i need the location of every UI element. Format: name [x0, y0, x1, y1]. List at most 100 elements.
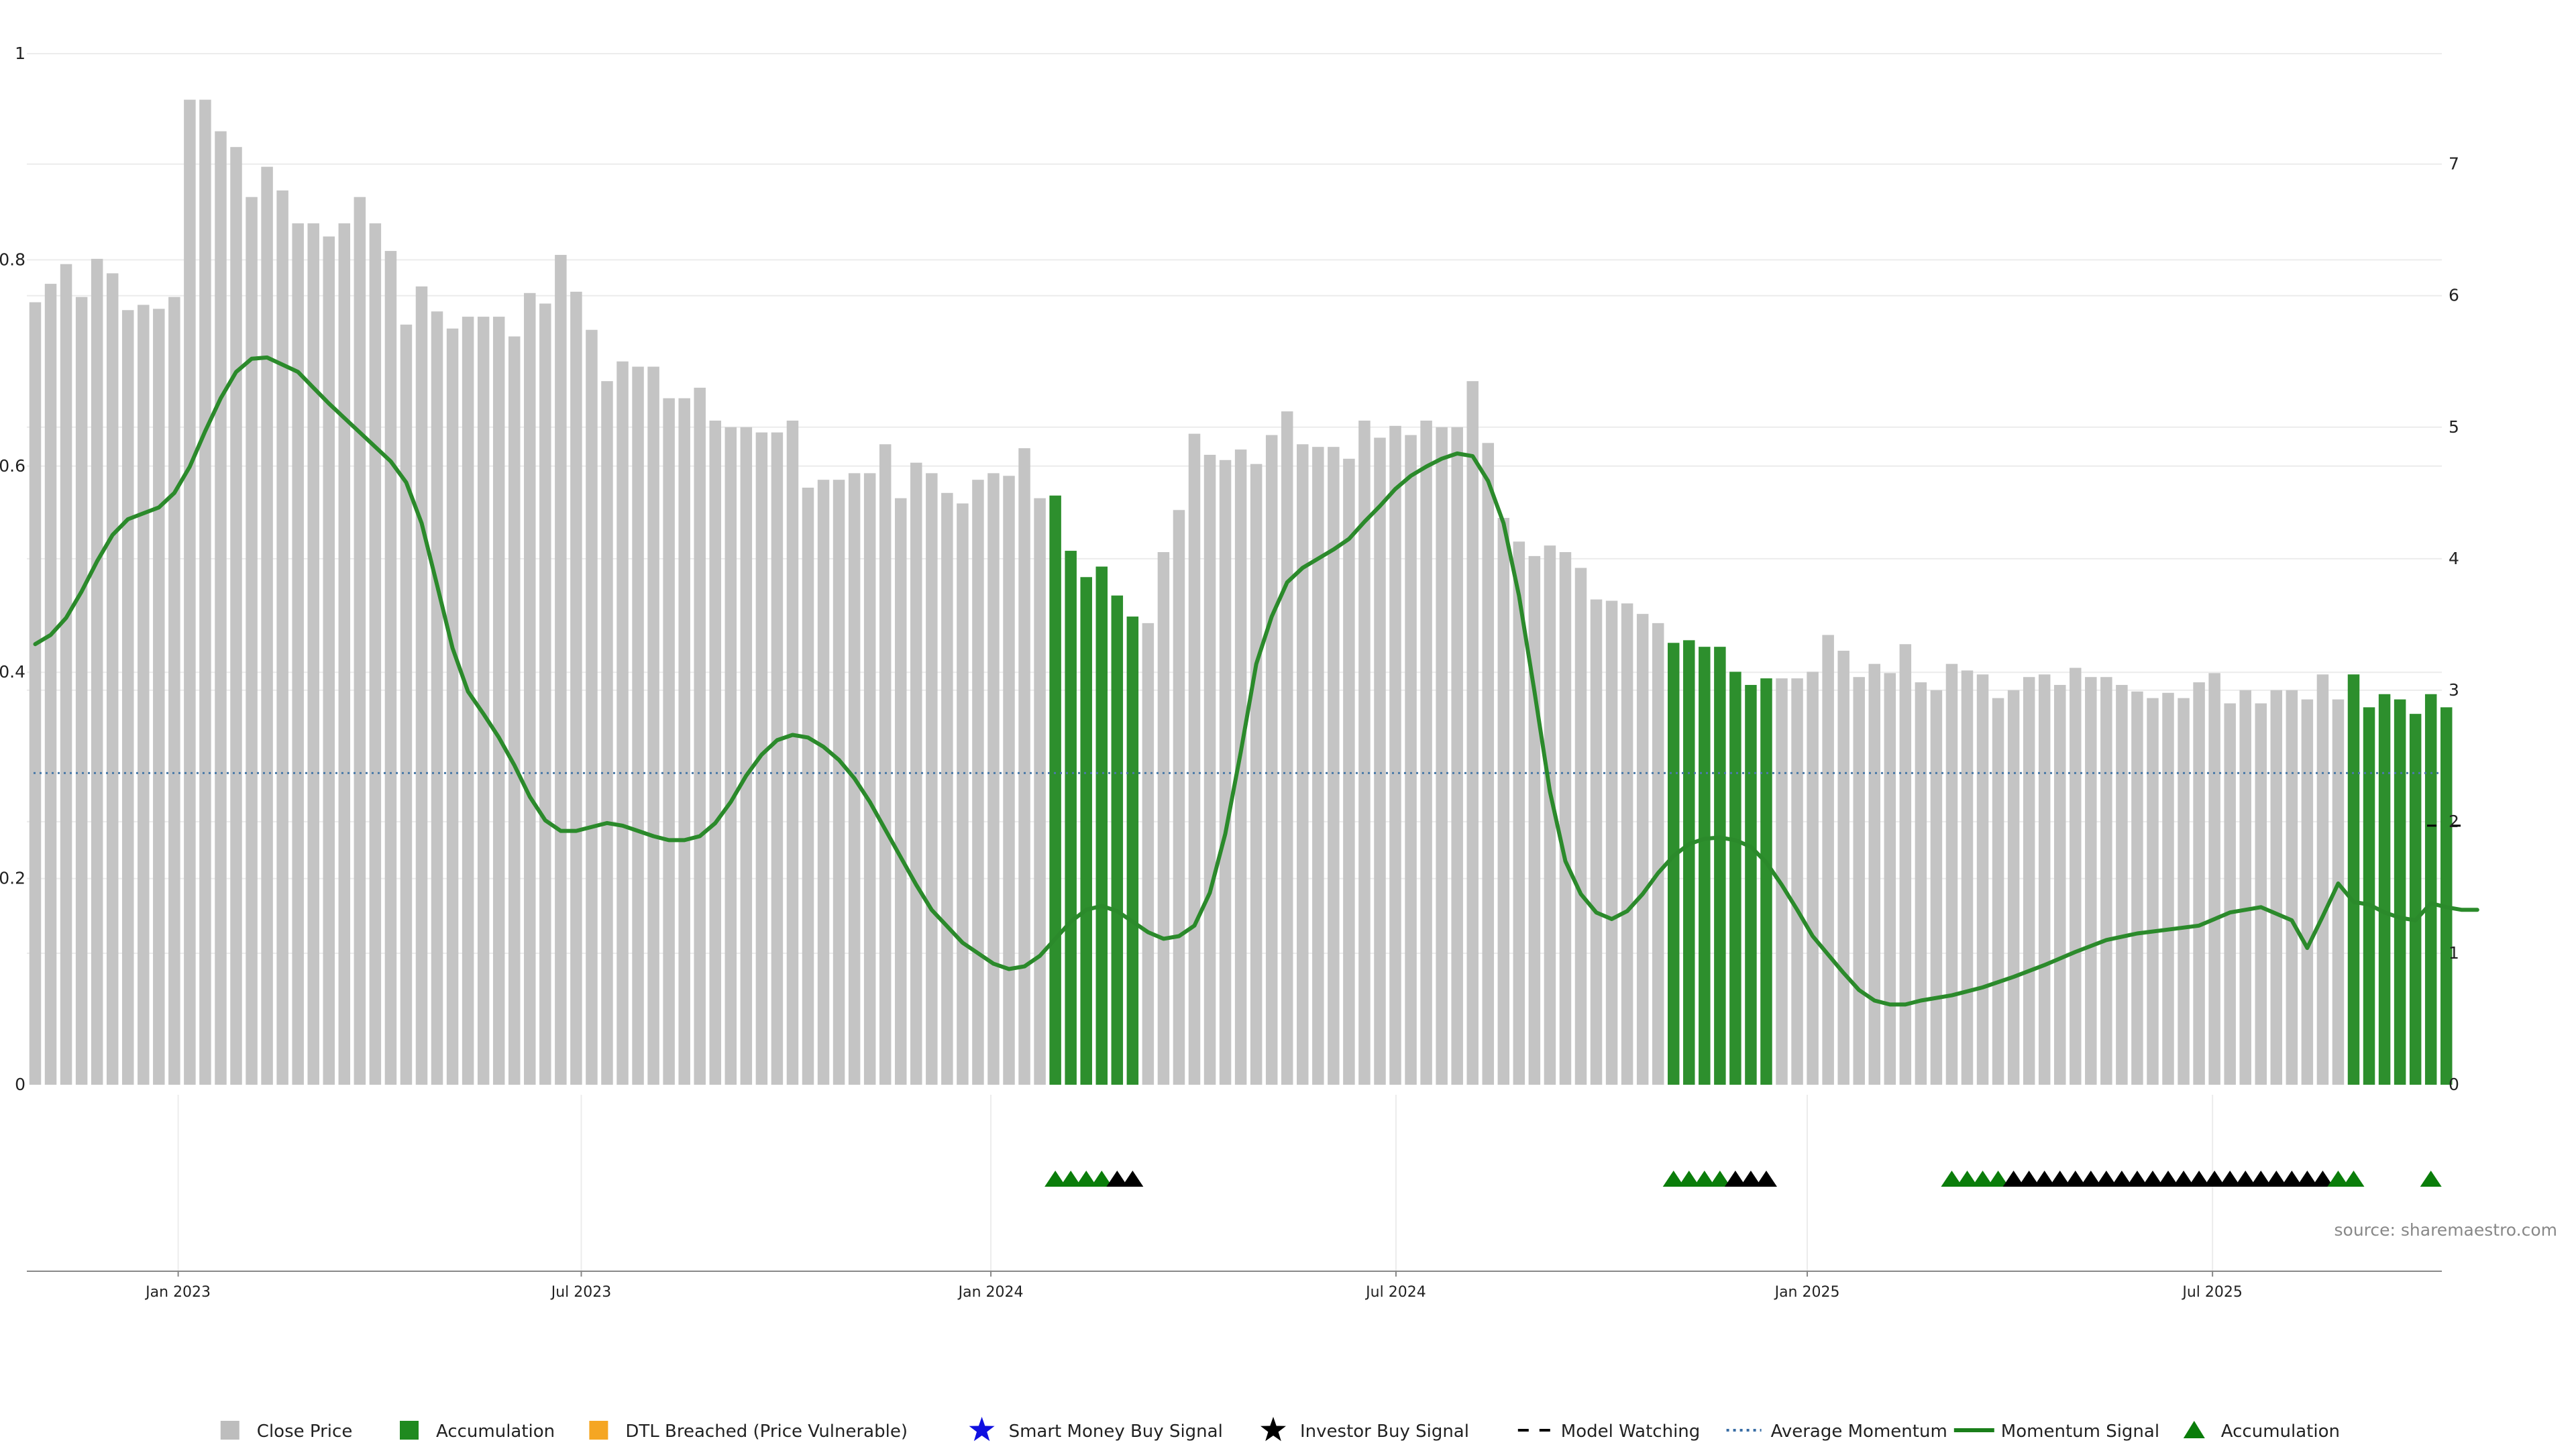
close-price-bar: [863, 473, 876, 1085]
close-price-bar: [972, 480, 984, 1085]
close-price-bar: [1822, 635, 1834, 1085]
close-price-bar: [369, 223, 382, 1085]
investor-buy-marker: [2002, 1171, 2025, 1187]
close-price-bar: [307, 223, 319, 1085]
close-price-bar: [1203, 454, 1216, 1085]
close-price-bar: [1142, 623, 1155, 1085]
close-price-bar: [1791, 678, 1803, 1085]
accumulation-marker: [1972, 1171, 1994, 1187]
legend-item-close_price: Close Price: [220, 1421, 352, 1442]
accumulation-marker: [1060, 1171, 1082, 1187]
accumulation-bar: [1111, 595, 1124, 1085]
close-price-bar: [60, 264, 72, 1085]
close-price-bar: [1945, 663, 1958, 1085]
close-price-bar: [1405, 435, 1417, 1085]
y-left-tick-label: 0.4: [0, 662, 25, 682]
close-price-bar: [2147, 698, 2159, 1085]
close-price-bar: [2332, 699, 2345, 1085]
close-price-bar: [215, 131, 227, 1085]
close-price-bar: [1358, 420, 1371, 1085]
x-tick-label: Jul 2024: [1364, 1284, 1426, 1301]
close-price-bar: [1297, 444, 1309, 1085]
close-price-bar: [138, 305, 150, 1085]
close-price-bar: [586, 329, 598, 1085]
legend-label: DTL Breached (Price Vulnerable): [625, 1421, 908, 1442]
y-left-tick-label: 0: [15, 1075, 25, 1094]
investor-buy-marker: [1755, 1171, 1777, 1187]
accumulation-bar: [2394, 699, 2406, 1085]
y-right-tick-label: 2: [2449, 812, 2459, 831]
close-price-bar: [1173, 510, 1185, 1085]
signal-markers: [1044, 1171, 2442, 1187]
close-price-bar: [1621, 603, 1633, 1085]
close-price-bar: [1219, 460, 1232, 1085]
source-label: source: sharemaestro.com: [2334, 1220, 2558, 1240]
close-price-bar: [261, 166, 273, 1085]
close-price-bar: [199, 99, 211, 1085]
close-price-bar: [894, 498, 907, 1085]
close-price-bar: [1234, 449, 1247, 1085]
accumulation-marker: [1709, 1171, 1731, 1187]
investor-buy-marker: [2296, 1171, 2318, 1187]
accumulation-bar: [2347, 674, 2360, 1085]
legend-label: Accumulation: [436, 1421, 555, 1442]
close-price-bar: [2255, 703, 2267, 1085]
legend-label: Smart Money Buy Signal: [1009, 1421, 1223, 1442]
close-price-bar: [2286, 690, 2298, 1085]
close-price-bar: [168, 297, 180, 1085]
close-price-bar: [2070, 667, 2082, 1085]
close-price-bar: [1018, 448, 1030, 1085]
investor-buy-marker: [2312, 1171, 2334, 1187]
close-price-bar: [524, 292, 536, 1085]
close-price-bar: [694, 387, 706, 1085]
close-price-bar: [2023, 677, 2035, 1085]
investor-buy-marker: [2018, 1171, 2040, 1187]
close-price-bar: [1328, 447, 1340, 1085]
investor-buy-marker: [2188, 1171, 2210, 1187]
close-price-bar: [957, 503, 969, 1085]
legend-item-dtl_breached: DTL Breached (Price Vulnerable): [589, 1421, 908, 1442]
investor-buy-marker: [2265, 1171, 2288, 1187]
accumulation-bar: [2378, 694, 2391, 1085]
y-right-tick-label: 0: [2449, 1075, 2459, 1094]
accumulation-bar: [1683, 640, 1695, 1085]
close-price-bar: [1837, 651, 1849, 1085]
close-price-bar: [1636, 614, 1649, 1085]
y-right-tick-label: 6: [2449, 286, 2459, 305]
close-price-bar: [833, 480, 845, 1085]
close-price-bar: [2270, 690, 2283, 1085]
close-price-bar: [1420, 420, 1432, 1085]
investor-buy-marker: [1739, 1171, 1762, 1187]
accumulation-bar: [1760, 678, 1772, 1085]
close-price-bar: [926, 473, 938, 1085]
y-left-tick-label: 0.2: [0, 869, 25, 888]
close-price-bar: [1652, 623, 1664, 1085]
legend-item-average_momentum: Average Momentum: [1726, 1421, 1947, 1442]
close-price-bar: [1466, 381, 1479, 1085]
close-price-bar: [1528, 555, 1541, 1085]
y-right-tick-label: 3: [2449, 680, 2459, 700]
close-price-bar: [2100, 677, 2112, 1085]
close-price-bar: [1157, 552, 1170, 1085]
close-price-bar: [1605, 600, 1618, 1085]
close-price-bar: [786, 420, 799, 1085]
reference-lines: [34, 771, 2461, 827]
investor-buy-marker: [2250, 1171, 2272, 1187]
close-price-bar: [755, 432, 768, 1085]
investor-buy-marker: [2110, 1171, 2133, 1187]
investor-buy-marker: [1122, 1171, 1144, 1187]
legend-item-model_watching: Model Watching: [1517, 1421, 1700, 1442]
accumulation-bar: [1126, 616, 1139, 1085]
accumulation-bar: [1095, 566, 1108, 1085]
x-tick-label: Jan 2024: [957, 1284, 1024, 1301]
close-price-bar: [153, 309, 165, 1085]
accumulation-bar: [2363, 707, 2375, 1085]
legend-swatch: [400, 1421, 419, 1440]
close-price-bar: [1884, 673, 1896, 1085]
accumulation-bar: [1729, 672, 1741, 1085]
close-price-bar: [121, 310, 134, 1085]
accumulation-bar: [1049, 495, 1061, 1085]
accumulation-bar: [1714, 647, 1726, 1085]
accumulation-marker: [2327, 1171, 2349, 1187]
legend-star-icon: [969, 1417, 995, 1442]
